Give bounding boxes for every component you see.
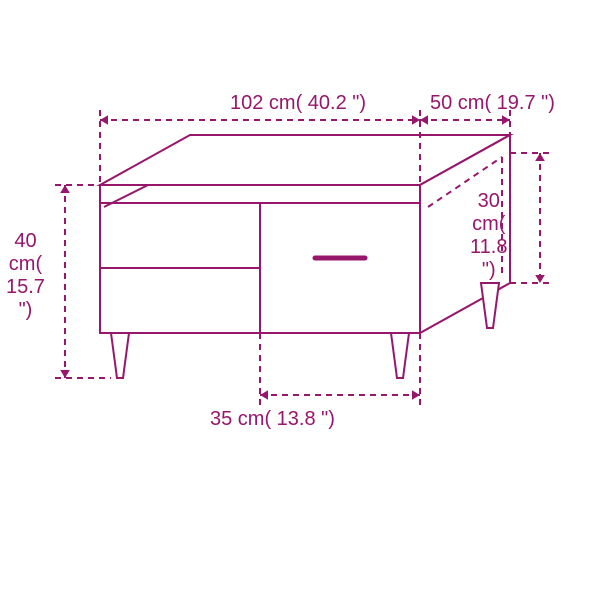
dim-drawer-height-label: 30 cm( 11.8 ")	[470, 190, 507, 282]
furniture-dimension-diagram	[0, 0, 600, 600]
dim-width-label: 102 cm( 40.2 ")	[230, 92, 366, 115]
dim-drawer-width-label: 35 cm( 13.8 ")	[210, 408, 335, 431]
dim-depth-label: 50 cm( 19.7 ")	[430, 92, 555, 115]
dim-height-label: 40 cm( 15.7 ")	[6, 230, 45, 322]
